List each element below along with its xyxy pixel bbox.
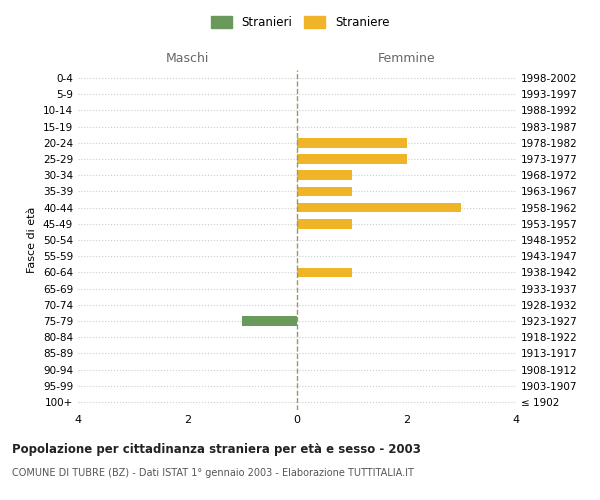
Text: Popolazione per cittadinanza straniera per età e sesso - 2003: Popolazione per cittadinanza straniera p… <box>12 442 421 456</box>
Bar <box>242 316 297 326</box>
Bar <box>297 268 352 277</box>
Bar <box>297 186 352 196</box>
Text: Femmine: Femmine <box>377 52 436 65</box>
Bar <box>297 138 407 147</box>
Text: Maschi: Maschi <box>166 52 209 65</box>
Bar <box>297 203 461 212</box>
Y-axis label: Fasce di età: Fasce di età <box>28 207 37 273</box>
Y-axis label: Anni di nascita: Anni di nascita <box>597 198 600 281</box>
Bar <box>297 154 407 164</box>
Text: COMUNE DI TUBRE (BZ) - Dati ISTAT 1° gennaio 2003 - Elaborazione TUTTITALIA.IT: COMUNE DI TUBRE (BZ) - Dati ISTAT 1° gen… <box>12 468 414 477</box>
Bar <box>297 219 352 228</box>
Bar <box>297 170 352 180</box>
Legend: Stranieri, Straniere: Stranieri, Straniere <box>206 11 394 34</box>
